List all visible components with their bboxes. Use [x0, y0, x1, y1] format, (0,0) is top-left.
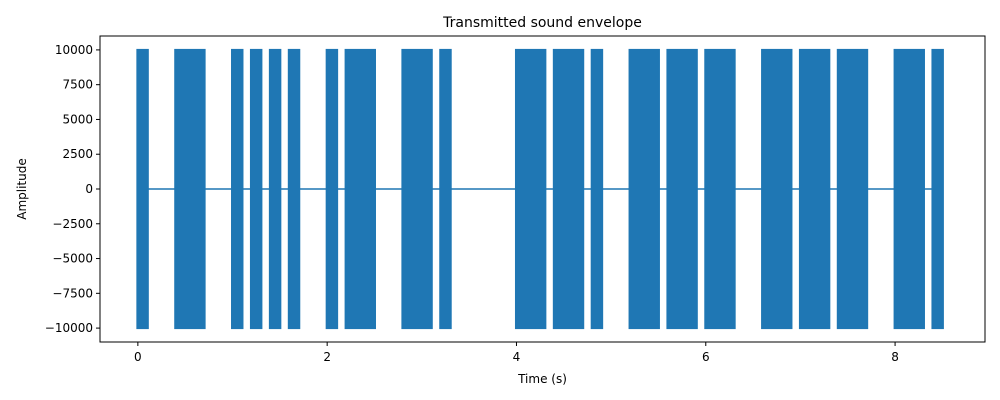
signal-burst — [552, 48, 585, 330]
signal-burst — [798, 48, 831, 330]
signal-burst — [836, 48, 869, 330]
signal-burst — [628, 48, 660, 330]
y-tick-label: 5000 — [62, 112, 93, 126]
y-tick-label: −7500 — [52, 286, 93, 300]
chart-title: Transmitted sound envelope — [442, 15, 642, 31]
y-tick-label: −5000 — [52, 252, 93, 266]
signal-burst — [174, 48, 206, 330]
signal-burst — [231, 48, 244, 330]
signal-burst — [931, 48, 944, 330]
y-tick-label: −10000 — [45, 321, 93, 335]
signal-burst — [893, 48, 925, 330]
x-tick-label: 6 — [702, 350, 710, 364]
signal-burst — [514, 48, 547, 330]
plot-area — [136, 48, 944, 330]
x-tick-label: 4 — [513, 350, 521, 364]
signal-burst — [590, 48, 604, 330]
signal-burst — [704, 48, 736, 330]
signal-burst — [287, 48, 301, 330]
y-tick-label: 7500 — [62, 78, 93, 92]
x-tick-label: 8 — [891, 350, 899, 364]
y-tick-label: 2500 — [62, 147, 93, 161]
signal-burst — [439, 48, 452, 330]
x-axis-title: Time (s) — [517, 372, 567, 386]
signal-burst — [666, 48, 698, 330]
signal-burst — [761, 48, 793, 330]
signal-burst — [268, 48, 282, 330]
signal-burst — [136, 48, 149, 330]
y-tick-label: 0 — [85, 182, 93, 196]
signal-burst — [325, 48, 339, 330]
x-tick-label: 2 — [323, 350, 331, 364]
y-tick-label: −2500 — [52, 217, 93, 231]
x-tick-label: 0 — [134, 350, 142, 364]
y-axis-title: Amplitude — [15, 158, 29, 220]
signal-burst — [401, 48, 433, 330]
axis-ticks: 0 2 4 6 8 10000 7500 5000 2500 0 −2500 −5000 −7500 −1… — [45, 43, 899, 364]
y-tick-label: 10000 — [55, 43, 93, 57]
signal-burst — [249, 48, 263, 330]
signal-burst — [344, 48, 376, 330]
